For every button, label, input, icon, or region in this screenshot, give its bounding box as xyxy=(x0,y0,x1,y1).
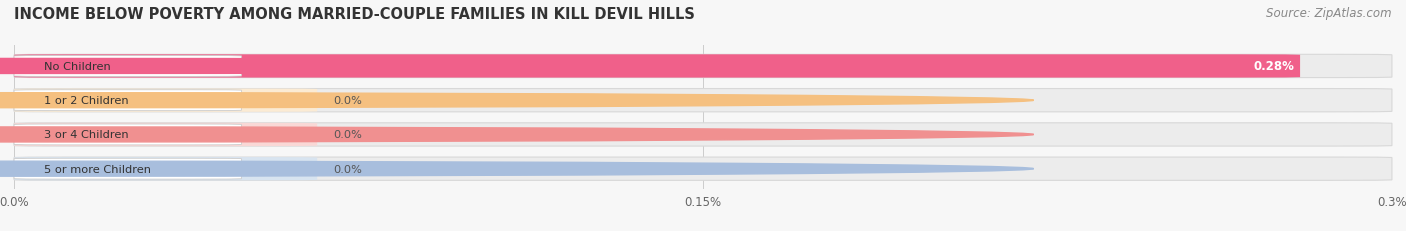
FancyBboxPatch shape xyxy=(14,89,1392,112)
FancyBboxPatch shape xyxy=(14,123,1392,146)
Circle shape xyxy=(0,161,1033,176)
Text: 1 or 2 Children: 1 or 2 Children xyxy=(45,96,129,106)
Text: 3 or 4 Children: 3 or 4 Children xyxy=(45,130,129,140)
Text: Source: ZipAtlas.com: Source: ZipAtlas.com xyxy=(1267,7,1392,20)
FancyBboxPatch shape xyxy=(14,157,1392,181)
FancyBboxPatch shape xyxy=(14,55,1301,78)
FancyBboxPatch shape xyxy=(14,123,318,146)
Text: 0.0%: 0.0% xyxy=(333,164,363,174)
Text: INCOME BELOW POVERTY AMONG MARRIED-COUPLE FAMILIES IN KILL DEVIL HILLS: INCOME BELOW POVERTY AMONG MARRIED-COUPL… xyxy=(14,7,695,22)
Text: No Children: No Children xyxy=(45,62,111,72)
FancyBboxPatch shape xyxy=(14,158,242,179)
Text: 0.0%: 0.0% xyxy=(333,130,363,140)
FancyBboxPatch shape xyxy=(14,157,318,181)
FancyBboxPatch shape xyxy=(14,55,1392,78)
Text: 0.0%: 0.0% xyxy=(333,96,363,106)
FancyBboxPatch shape xyxy=(14,89,318,112)
Text: 0.28%: 0.28% xyxy=(1254,60,1295,73)
Circle shape xyxy=(0,59,1033,74)
FancyBboxPatch shape xyxy=(14,56,242,77)
FancyBboxPatch shape xyxy=(14,125,242,145)
Circle shape xyxy=(0,127,1033,142)
Circle shape xyxy=(0,93,1033,108)
Text: 5 or more Children: 5 or more Children xyxy=(45,164,152,174)
FancyBboxPatch shape xyxy=(14,90,242,111)
